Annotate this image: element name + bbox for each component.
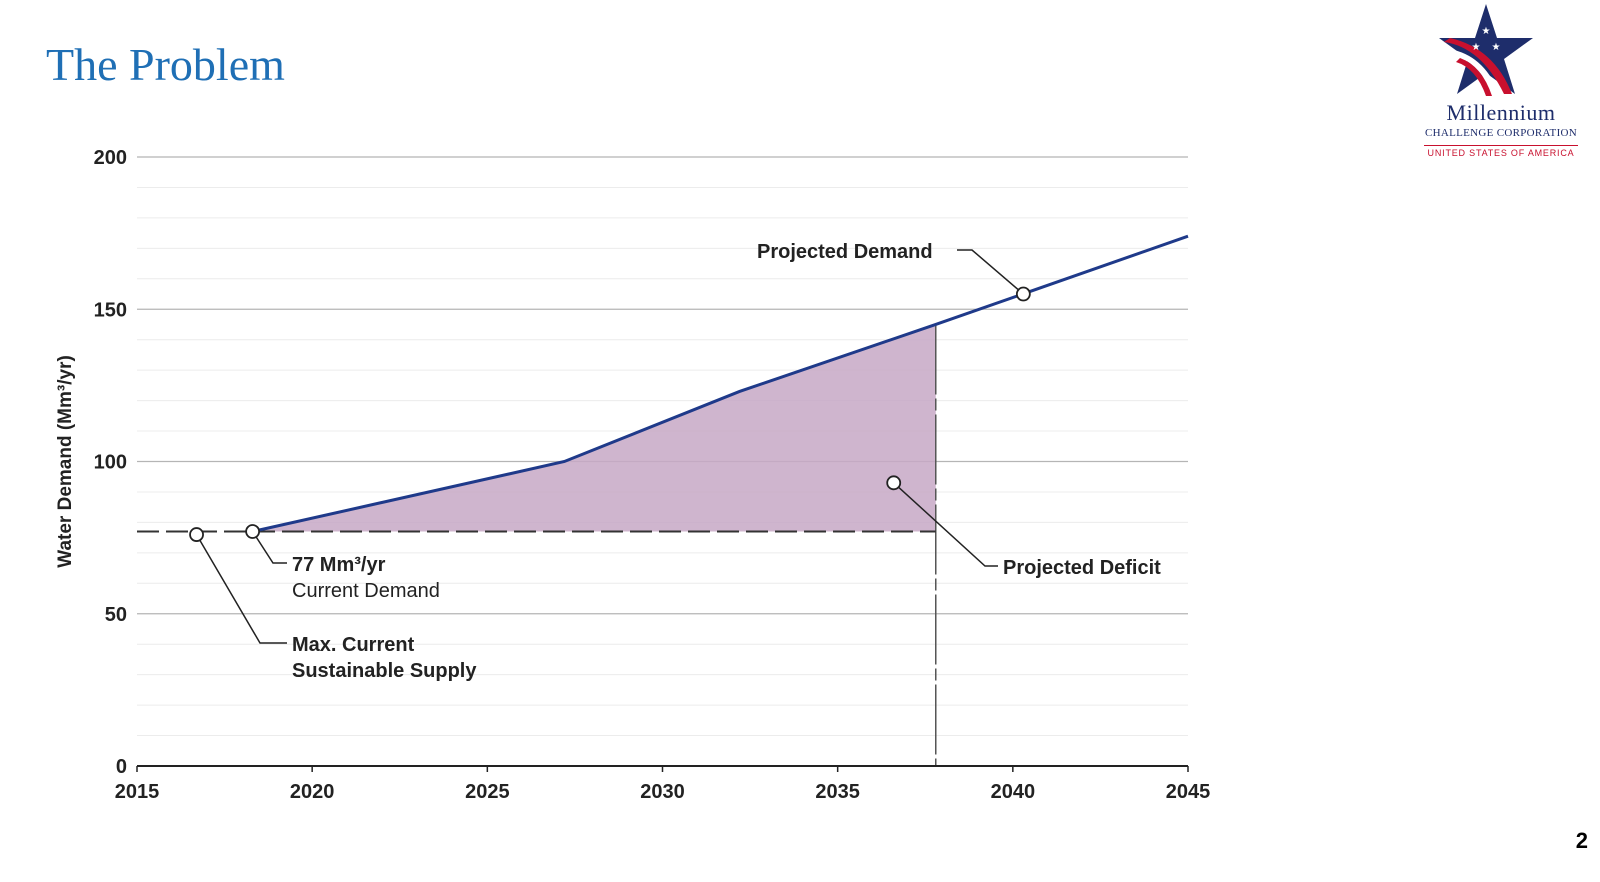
x-tick-label: 2025 [465, 781, 510, 803]
y-axis-label: Water Demand (Mm³/yr) [55, 355, 76, 568]
deficit-area [252, 324, 936, 532]
y-tick-label: 200 [94, 147, 127, 169]
y-tick-label: 100 [94, 452, 127, 474]
annotation-marker [1015, 286, 1031, 302]
logo-subtitle: CHALLENGE CORPORATION [1424, 127, 1578, 139]
annotation-marker [245, 524, 261, 539]
logo-divider [1424, 145, 1578, 146]
annotation-leader [195, 534, 287, 644]
annotation-leader [957, 249, 1024, 295]
annotation-label: Current Demand [292, 580, 440, 602]
annotation-label: Sustainable Supply [292, 660, 477, 682]
mcc-logo: ★ ★ ★ Millennium CHALLENGE CORPORATION U… [1406, 2, 1600, 168]
y-tick-label: 150 [94, 299, 127, 321]
annotation-marker [886, 475, 902, 491]
x-tick-label: 2015 [115, 781, 160, 803]
annotation-label: Max. Current [292, 634, 415, 656]
annotation-label: Projected Demand [757, 241, 933, 263]
x-tick-label: 2045 [1166, 781, 1211, 803]
page-number: 2 [1575, 828, 1588, 853]
slide-title: The Problem [46, 39, 285, 90]
svg-text:★: ★ [1482, 26, 1491, 37]
svg-text:★: ★ [1492, 42, 1501, 53]
annotation-marker [189, 527, 204, 542]
star-logo-icon: ★ ★ ★ [1439, 4, 1533, 96]
x-tick-label: 2035 [815, 781, 860, 803]
x-tick-label: 2040 [991, 781, 1036, 803]
logo-country: UNITED STATES OF AMERICA [1427, 148, 1575, 158]
y-tick-label: 0 [116, 756, 127, 778]
y-tick-label: 50 [105, 604, 127, 626]
annotation-label: 77 Mm³/yr [292, 554, 386, 576]
annotation-label: Projected Deficit [1003, 557, 1161, 579]
svg-text:★: ★ [1472, 42, 1481, 53]
water-demand-chart: 0 50 100 150 200 2015 2020 2025 2030 2035 2040 2045… [55, 147, 1211, 803]
annotation-leader [893, 482, 998, 567]
annotation-leader [251, 531, 287, 564]
logo-name: Millennium [1446, 100, 1556, 125]
x-tick-label: 2020 [290, 781, 335, 803]
x-tick-label: 2030 [640, 781, 685, 803]
